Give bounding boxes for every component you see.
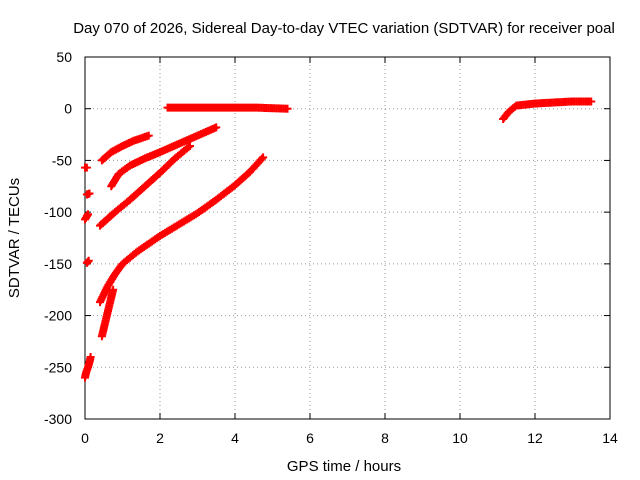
x-tick-label: 10 xyxy=(452,430,468,446)
data-point-marker xyxy=(86,352,95,361)
grid-lines xyxy=(85,57,610,419)
data-point-marker xyxy=(587,97,596,106)
data-point-marker xyxy=(283,104,292,113)
x-axis-label: GPS time / hours xyxy=(287,458,401,475)
x-tick-label: 2 xyxy=(156,430,164,446)
data-point-marker xyxy=(184,143,193,152)
x-tick-label: 0 xyxy=(81,430,89,446)
y-tick-label: 50 xyxy=(56,49,72,65)
data-point-marker xyxy=(84,210,92,219)
y-tick-label: -50 xyxy=(52,152,72,168)
x-tick-label: 8 xyxy=(381,430,389,446)
y-tick-label: -300 xyxy=(44,411,72,427)
y-tick-label: -150 xyxy=(44,256,72,272)
data-point-marker xyxy=(84,256,93,265)
axis-ticks: 0 2 4 6 8 10 12 14 -300 -250 -200 -150 -100 -50 0 50 xyxy=(44,49,618,446)
x-tick-label: 4 xyxy=(231,430,239,446)
data-point-marker xyxy=(186,141,194,150)
data-point-marker xyxy=(85,189,94,198)
data-point-marker xyxy=(257,154,266,163)
y-tick-label: -250 xyxy=(44,359,72,375)
y-tick-label: -100 xyxy=(44,204,72,220)
plot-frame xyxy=(84,56,611,420)
x-tick-label: 14 xyxy=(602,430,618,446)
data-points xyxy=(81,97,596,382)
y-tick-label: -200 xyxy=(44,308,72,324)
x-tick-label: 12 xyxy=(527,430,543,446)
data-point-marker xyxy=(82,163,91,172)
x-tick-label: 6 xyxy=(306,430,314,446)
data-point-marker xyxy=(212,123,221,132)
data-point-marker xyxy=(109,285,118,294)
y-axis-label: SDTVAR / TECUs xyxy=(6,178,23,298)
y-tick-label: 0 xyxy=(64,101,72,117)
data-point-marker xyxy=(259,153,268,162)
data-point-marker xyxy=(144,131,153,140)
chart-title: Day 070 of 2026, Sidereal Day-to-day VTE… xyxy=(73,20,615,37)
